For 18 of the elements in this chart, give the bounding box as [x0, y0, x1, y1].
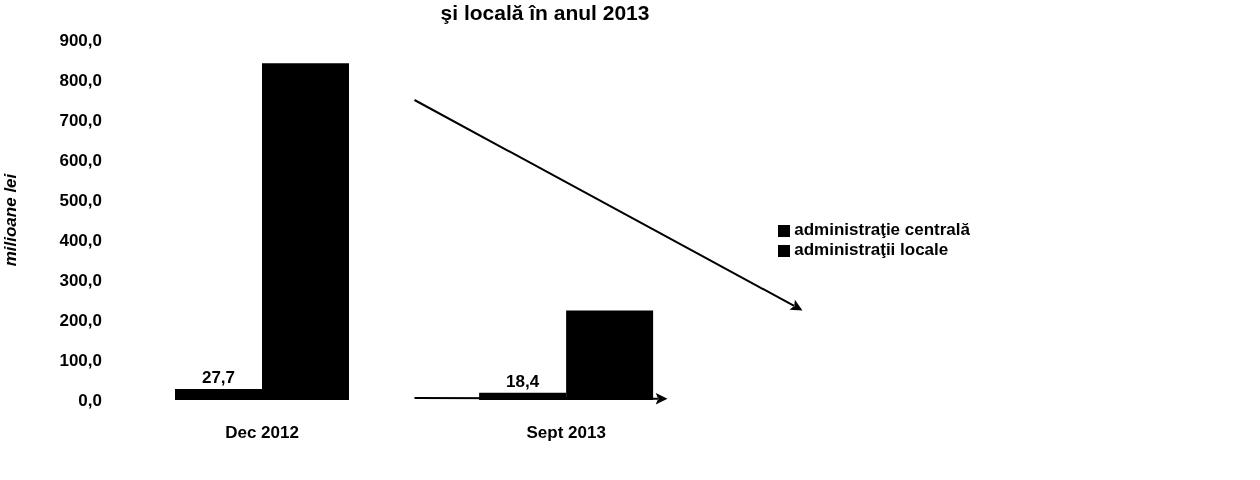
data-label: 27,7 [201, 367, 236, 387]
y-tick-label: 800,0 [59, 71, 102, 91]
legend-label: administraţie centrală [794, 220, 970, 239]
y-tick-label: 100,0 [59, 351, 102, 371]
legend-label: administraţii locale [794, 240, 949, 259]
y-tick-label: 500,0 [59, 191, 102, 211]
y-tick-label: 200,0 [59, 311, 102, 331]
y-tick-label: 0,0 [78, 391, 102, 411]
chart-title: şi locală în anul 2013 [440, 1, 650, 24]
x-tick-label: Dec 2012 [225, 423, 299, 443]
y-tick-label: 300,0 [59, 271, 102, 291]
y-tick-label: 600,0 [59, 151, 102, 171]
data-label: 18,4 [506, 371, 540, 391]
y-tick-label: 900,0 [59, 31, 102, 51]
x-tick-label: Sept 2013 [526, 423, 606, 443]
y-axis-title: milioane lei [1, 172, 21, 267]
y-tick-label: 700,0 [59, 111, 102, 131]
y-tick-label: 400,0 [59, 231, 102, 251]
